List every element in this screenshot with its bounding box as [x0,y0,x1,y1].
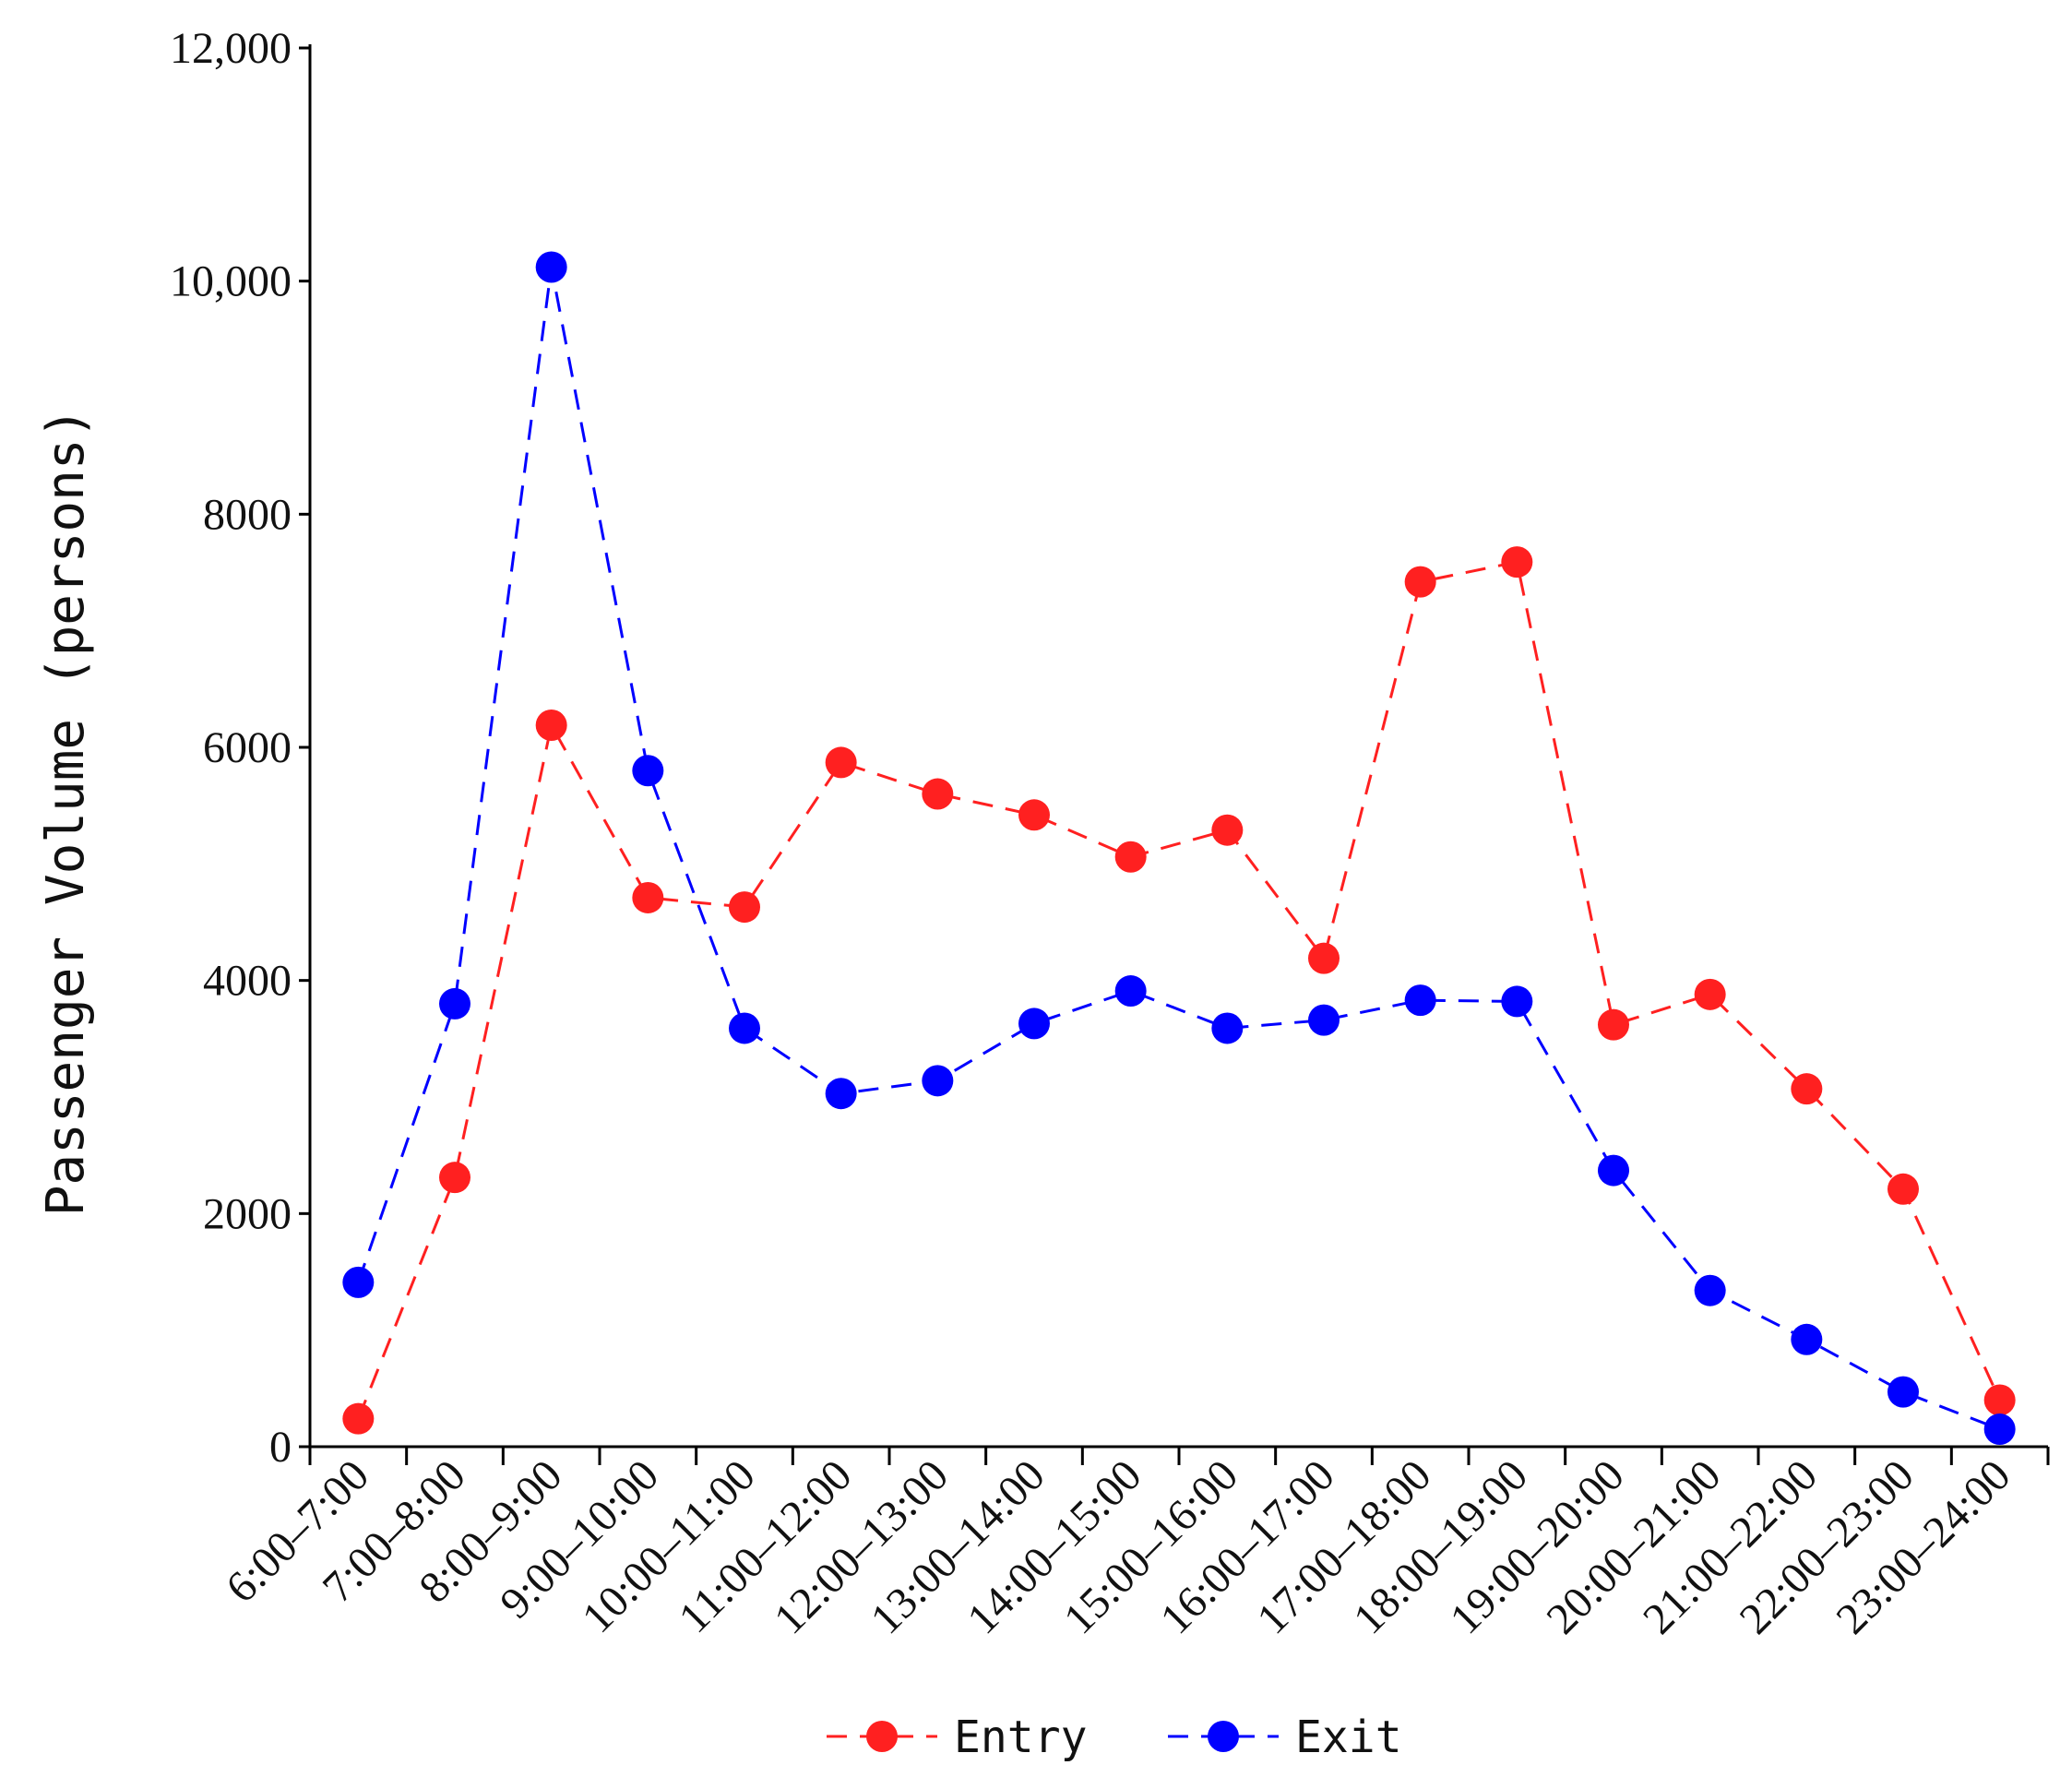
data-point-exit [1018,1008,1050,1040]
data-point-entry [535,709,567,741]
y-tick-label: 6000 [203,723,292,772]
data-point-exit [1887,1376,1919,1408]
y-tick-label: 12,000 [170,24,292,73]
data-point-entry [439,1162,470,1194]
data-point-entry [1598,1008,1629,1041]
data-point-entry [729,891,760,924]
data-point-entry [1983,1384,2016,1416]
data-point-exit [1983,1413,2016,1446]
data-point-entry [1114,841,1147,873]
data-point-exit [342,1266,375,1298]
y-axis-title: Passenger Volume (persons) [36,408,96,1217]
data-point-exit [632,755,664,787]
data-point-entry [632,881,664,913]
data-point-exit [729,1012,760,1044]
data-point-exit [535,251,567,283]
data-point-exit [439,987,470,1020]
data-point-entry [1791,1073,1823,1105]
y-tick-label: 0 [269,1423,292,1472]
data-point-exit [1211,1012,1244,1044]
y-tick-label: 4000 [203,957,292,1006]
data-point-entry [1887,1173,1919,1205]
data-point-entry [922,778,954,810]
legend-marker [1208,1721,1239,1752]
data-point-exit [1308,1004,1340,1036]
data-point-entry [1018,799,1050,831]
data-point-exit [1501,985,1533,1018]
series-exit [342,251,2016,1446]
data-point-entry [1211,814,1244,846]
series-entry [342,546,2016,1435]
legend-label: Exit [1295,1711,1402,1763]
data-point-entry [1404,566,1436,598]
x-axis: 6:00–7:007:00–8:008:00–9:009:00–10:0010:… [217,1445,2050,1643]
plot-area [342,251,2016,1446]
data-point-entry [1501,546,1533,578]
y-tick-label: 8000 [203,490,292,539]
legend-label: Entry [954,1711,1088,1763]
data-point-exit [1598,1154,1629,1187]
y-tick-label: 2000 [203,1189,292,1238]
legend-item-entry: Entry [827,1711,1088,1763]
data-point-entry [825,746,857,779]
data-point-exit [922,1065,954,1097]
data-point-exit [1114,975,1147,1008]
series-line-exit [356,267,2001,1431]
data-point-exit [825,1078,857,1110]
legend-item-exit: Exit [1168,1711,1402,1763]
data-point-exit [1791,1323,1823,1355]
data-point-exit [1694,1274,1726,1306]
data-point-exit [1404,984,1436,1017]
legend: Entry Exit [827,1711,1402,1763]
y-tick-label: 10,000 [170,257,292,306]
legend-marker [866,1721,898,1752]
series-line-entry [356,560,2002,1420]
data-point-entry [342,1402,375,1435]
y-axis: 0 2000 4000 6000 8000 10,000 12,000 [170,24,312,1472]
data-point-entry [1694,978,1726,1010]
data-point-entry [1308,942,1340,974]
